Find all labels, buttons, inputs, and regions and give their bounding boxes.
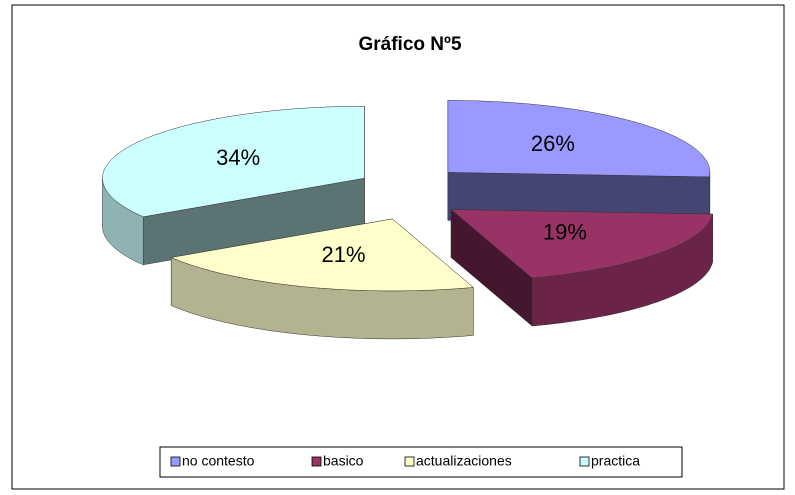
data-label: 34% <box>216 145 260 170</box>
slice-top <box>450 209 713 279</box>
legend: no contesto basico actualizaciones practica <box>170 453 640 469</box>
legend-label: practica <box>591 453 640 469</box>
slice-top <box>447 100 711 178</box>
legend-label: actualizaciones <box>416 453 512 469</box>
legend-label: no contesto <box>182 453 255 469</box>
slice: 34% <box>102 105 365 266</box>
data-label: 19% <box>543 220 587 245</box>
legend-box <box>159 446 683 478</box>
slice: 19% <box>450 208 713 327</box>
legend-swatch <box>579 456 590 467</box>
legend-label: basico <box>323 453 364 469</box>
slice-top <box>170 218 474 292</box>
legend-swatch <box>170 456 181 467</box>
data-label: 21% <box>322 242 366 267</box>
legend-swatch <box>404 456 415 467</box>
data-label: 26% <box>531 131 575 156</box>
chart-title: Gráfico Nº5 <box>358 34 461 55</box>
slice-top <box>102 105 365 218</box>
pie: 26% 34% 19% 21% <box>102 100 713 340</box>
slice: 21% <box>170 218 474 340</box>
legend-swatch <box>311 456 322 467</box>
